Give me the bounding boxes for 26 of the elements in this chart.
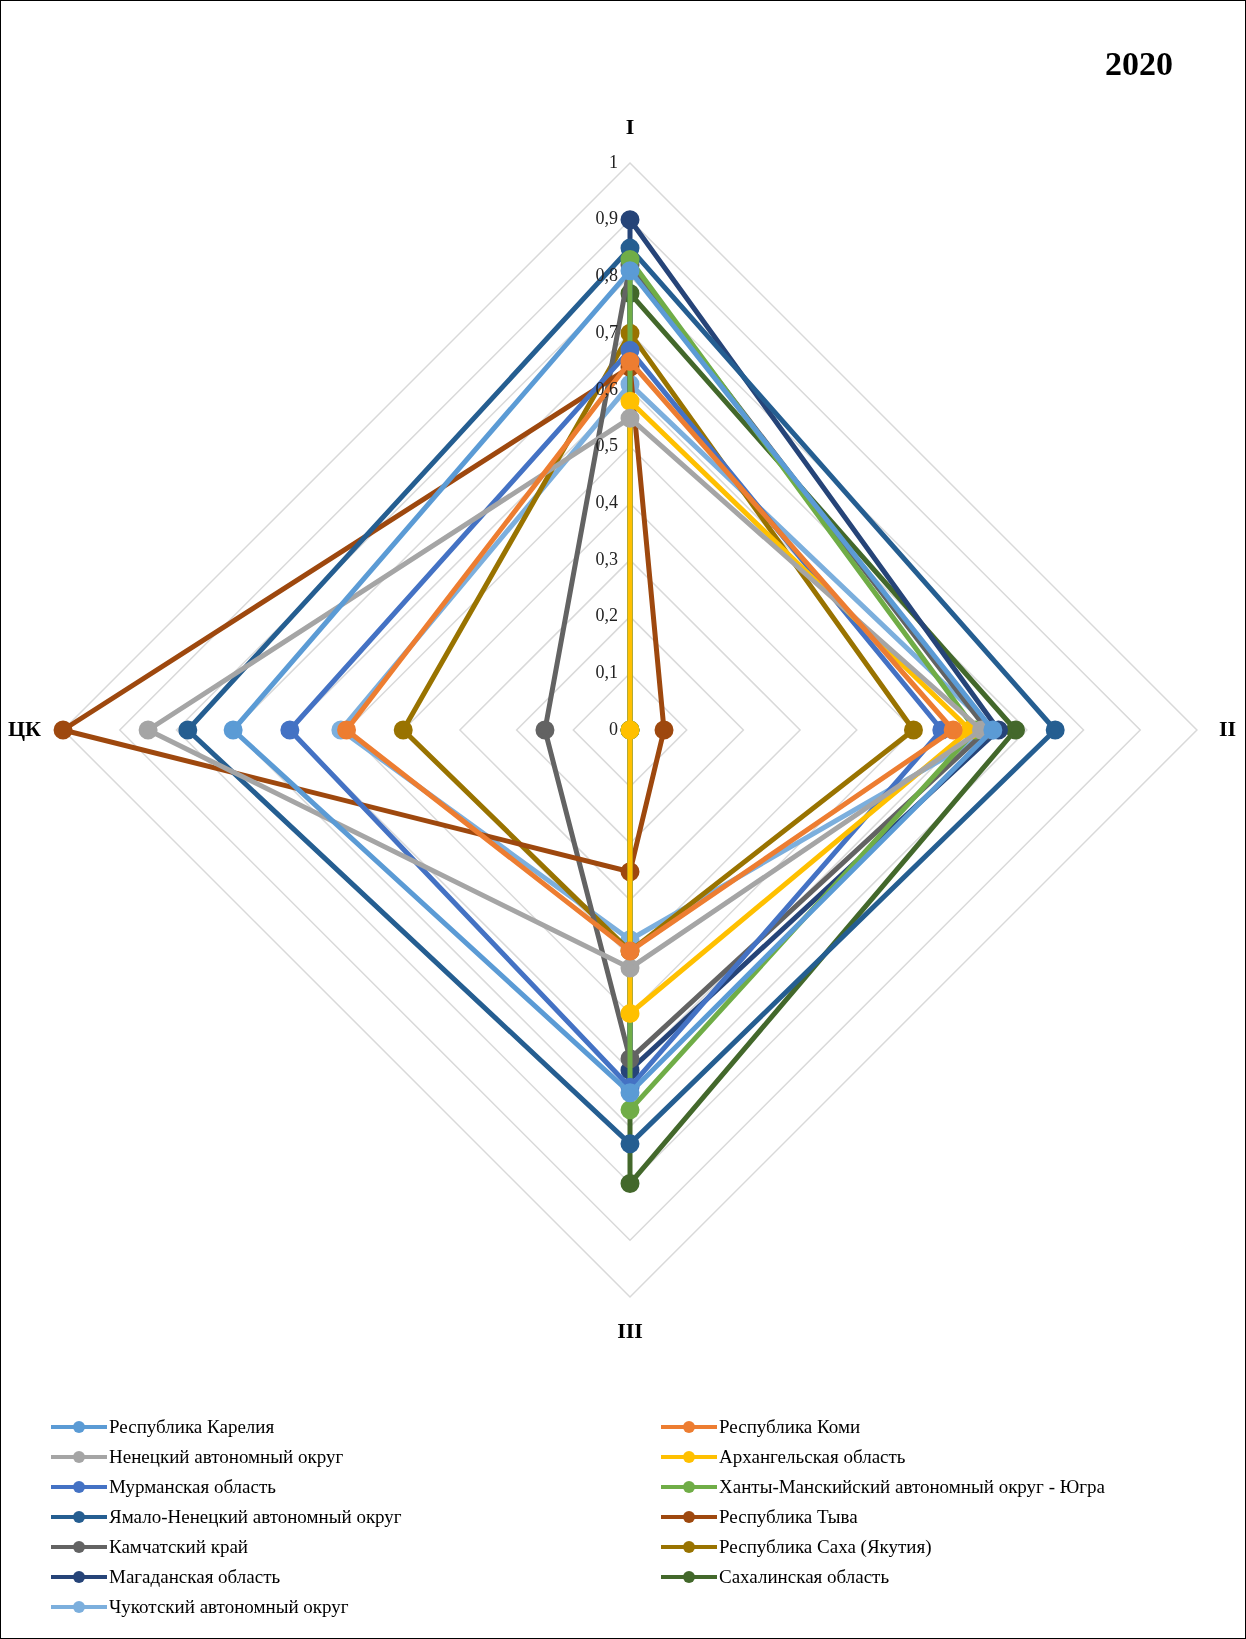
y-tick-label: 1	[609, 151, 618, 172]
legend-label: Камчатский край	[109, 1536, 248, 1558]
y-tick-label: 0,9	[595, 208, 618, 229]
legend-label: Архангельская область	[719, 1446, 906, 1468]
legend-label: Ненецкий автономный округ	[109, 1446, 344, 1468]
legend-label: Чукотский автономный округ	[109, 1596, 349, 1618]
legend-label: Ямало-Ненецкий автономный округ	[109, 1506, 402, 1528]
spoke-label: II	[1218, 715, 1237, 741]
y-tick-label: 0,4	[595, 491, 618, 512]
legend-label: Республика Карелия	[109, 1416, 275, 1438]
legend-label: Республика Тыва	[719, 1506, 858, 1528]
y-tick-label: 0,2	[595, 605, 618, 626]
spoke-label: III	[617, 1317, 643, 1343]
y-tick-label: 0	[609, 718, 618, 739]
legend-label: Сахалинская область	[719, 1566, 890, 1588]
chart-title: 2020	[1105, 45, 1173, 83]
legend-label: Ханты-Манскийский автономный округ - Югра	[719, 1476, 1105, 1498]
spoke-label: I	[625, 113, 635, 139]
y-tick-label: 0,1	[595, 662, 618, 683]
spoke-label: ЦК	[7, 715, 42, 741]
y-tick-label: 0,6	[595, 378, 618, 399]
legend-label: Республика Саха (Якутия)	[719, 1536, 932, 1558]
legend-label: Мурманская область	[109, 1476, 276, 1498]
legend-label: Магаданская область	[109, 1566, 281, 1588]
y-tick-label: 0,3	[595, 548, 618, 569]
legend-label: Республика Коми	[719, 1416, 861, 1438]
